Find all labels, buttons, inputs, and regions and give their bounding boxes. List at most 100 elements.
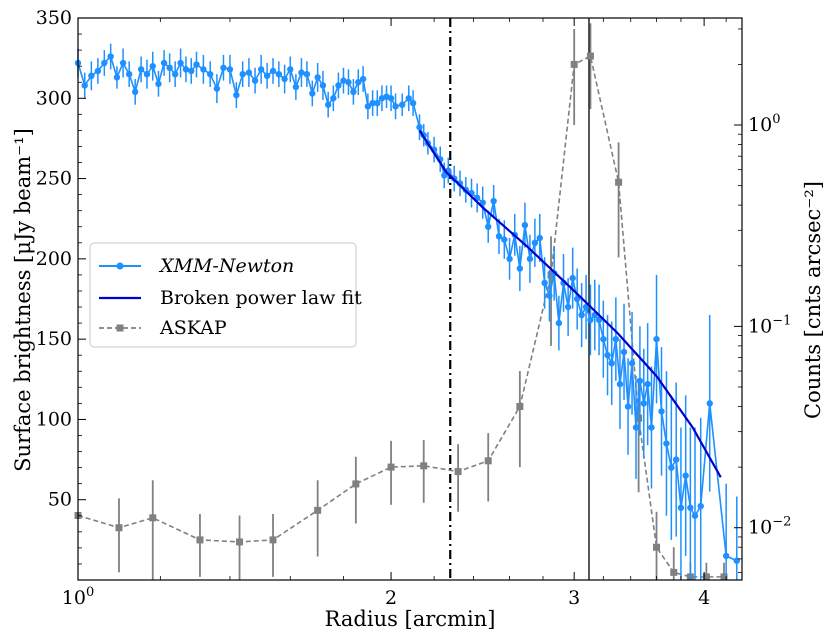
xmm-point (564, 303, 572, 311)
xmm-point (319, 82, 327, 89)
xmm-point (691, 512, 699, 519)
xmm-point (608, 360, 615, 367)
xmm-point (409, 99, 417, 107)
xmm-point (677, 504, 685, 511)
xmm-point (88, 72, 95, 80)
xmm-point (239, 71, 246, 78)
xmm-point (516, 265, 524, 272)
xmm-point (628, 360, 636, 367)
xmm-point (233, 91, 240, 99)
askap-point (586, 52, 594, 60)
x-tick-label: 2 (385, 587, 397, 609)
legend-label-xmm: XMM-Newton (158, 255, 294, 277)
legend-entry-askap: ASKAP (99, 317, 227, 339)
xmm-point (281, 75, 288, 83)
xmm-point (81, 82, 88, 89)
xmm-point (495, 233, 503, 240)
askap-point (149, 514, 157, 522)
xmm-point (578, 311, 585, 319)
xmm-point (340, 77, 347, 84)
xmm-point (193, 61, 200, 68)
y-right-tick-label: 100 (748, 112, 780, 136)
xmm-point (149, 62, 156, 70)
xmm-point (119, 59, 127, 67)
xmm-point (155, 80, 162, 88)
legend-label-fit: Broken power law fit (160, 287, 362, 309)
xmm-point (632, 424, 640, 431)
xmm-point (501, 236, 508, 243)
xmm-point (722, 552, 730, 560)
xmm-point (658, 408, 665, 415)
askap-point (702, 573, 710, 581)
xmm-point (653, 335, 660, 343)
xmm-point (171, 71, 179, 78)
xmm-point (166, 64, 173, 71)
y-left-tick-label: 50 (48, 489, 72, 511)
xmm-point (399, 101, 406, 108)
xmm-point (143, 71, 151, 78)
askap-point (236, 538, 244, 546)
xmm-point (546, 292, 553, 299)
xmm-point (374, 99, 381, 107)
xmm-point (292, 83, 300, 91)
xmm-point (137, 66, 145, 73)
x-tick-label: 4 (698, 587, 710, 609)
xmm-point (350, 88, 357, 96)
xmm-point (663, 440, 670, 447)
legend-frame (89, 242, 357, 348)
legend-marker-circle (116, 262, 124, 270)
askap-point (516, 402, 524, 410)
y-left-tick-label: 150 (36, 328, 72, 350)
xmm-point (324, 101, 332, 108)
xmm-point (526, 255, 534, 263)
xmm-point (226, 66, 234, 73)
askap-point (720, 573, 728, 581)
xmm-point (697, 502, 704, 510)
xmm-point (94, 67, 102, 75)
askap-point (454, 468, 462, 476)
xmm-point (113, 74, 121, 81)
plot-frame (77, 17, 743, 581)
xmm-point (555, 319, 563, 327)
xmm-point (682, 472, 689, 479)
xmm-point (600, 335, 607, 343)
xmm-point (182, 66, 190, 73)
askap-point (115, 524, 123, 532)
y-right-tick-label: 10−1 (748, 313, 791, 337)
xmm-point (687, 504, 694, 511)
xmm-point (275, 71, 283, 78)
xmm-point (569, 274, 576, 282)
askap-point (269, 536, 277, 544)
y-left-tick-label: 100 (36, 408, 72, 430)
xmm-point (733, 557, 740, 564)
y-left-tick-label: 350 (36, 7, 72, 29)
xmm-point (706, 400, 713, 407)
askap-point (196, 536, 204, 544)
xmm-point (392, 103, 399, 110)
xmm-point (416, 123, 423, 131)
xmm-point (359, 75, 367, 83)
askap-point (547, 271, 555, 279)
xmm-point (485, 223, 492, 230)
xmm-point (206, 71, 214, 78)
y-left-tick-label: 200 (36, 248, 72, 270)
xmm-point (479, 199, 486, 206)
xmm-point (200, 66, 207, 73)
xmm-point (188, 67, 195, 75)
xmm-point (668, 464, 675, 471)
xmm-point (531, 239, 539, 246)
xmm-point (314, 74, 321, 81)
y-left-tick-label: 250 (36, 168, 72, 190)
xmm-point (387, 95, 395, 102)
xmm-point (303, 71, 311, 78)
xmm-point (251, 77, 259, 84)
xmm-point (369, 99, 376, 107)
legend-label-askap: ASKAP (159, 317, 227, 339)
xmm-point (345, 79, 352, 86)
askap-point (635, 414, 643, 422)
askap-point (352, 480, 360, 488)
legend-entry-xmm: XMM-Newton (99, 255, 294, 277)
legend: XMM-Newton Broken power law fit ASKAP (89, 242, 362, 348)
askap-point (615, 178, 623, 186)
